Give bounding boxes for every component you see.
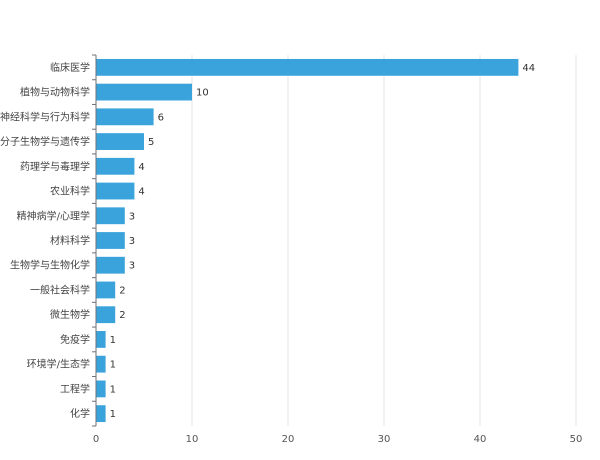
bar [96,182,135,200]
category-label: 免疫学 [60,333,90,346]
value-label: 3 [129,236,135,247]
value-label: 6 [158,112,164,123]
bar [96,108,154,126]
category-label: 生物学与生物化学 [10,259,90,272]
value-label: 1 [110,409,116,420]
bar [96,256,125,274]
value-label: 10 [196,88,209,99]
category-label: 神经科学与行为科学 [0,110,90,123]
value-label: 1 [110,384,116,395]
category-label: 农业科学 [50,185,90,198]
value-label: 5 [148,137,154,148]
x-tick-label: 50 [570,434,583,445]
bar [96,306,116,324]
bar [96,232,125,249]
bar [96,58,519,76]
category-label: 工程学 [60,382,90,395]
bar [96,207,125,225]
category-label: 材料科学 [50,234,90,247]
category-label: 药理学与毒理学 [20,160,90,173]
bar [96,281,116,299]
category-label: 环境学/生态学 [27,358,90,371]
value-label: 4 [138,162,144,173]
axes [92,54,97,427]
bar [96,133,144,150]
value-label: 44 [522,63,535,74]
x-tick-label: 30 [378,434,391,445]
bar [96,331,106,348]
category-label: 化学 [70,407,90,420]
bars [96,58,519,423]
value-label: 3 [129,211,135,222]
x-tick-label: 20 [282,434,295,445]
bar [96,83,192,101]
category-label: 临床医学 [50,61,90,74]
x-tick-label: 40 [474,434,487,445]
value-label: 1 [110,335,116,346]
value-label: 1 [110,360,116,371]
category-label: 微生物学 [50,308,90,321]
category-label: 精神病学/心理学 [17,209,90,222]
value-label: 2 [119,285,125,296]
bar [96,380,106,398]
x-tick-label: 10 [186,434,199,445]
category-label: 一般社会科学 [30,283,90,296]
bar [96,355,106,373]
value-label: 4 [138,187,144,198]
value-label: 3 [129,261,135,272]
bar [96,157,135,175]
category-label: 植物与动物科学 [20,86,90,99]
x-tick-label: 0 [93,434,99,445]
grid-lines [191,55,577,426]
category-label: 分子生物学与遗传学 [0,135,90,148]
value-label: 2 [119,310,125,321]
bar [96,405,106,423]
